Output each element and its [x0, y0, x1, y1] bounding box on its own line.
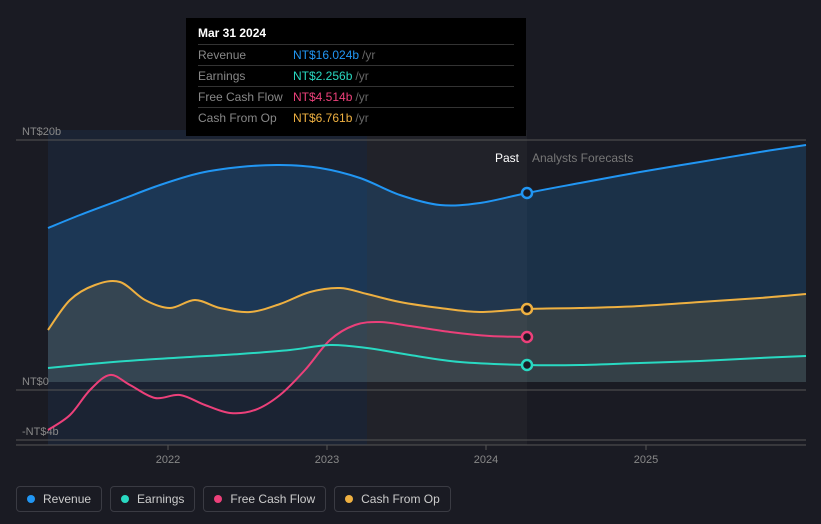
- tooltip-row: Cash From OpNT$6.761b/yr: [198, 107, 514, 128]
- y-axis-label: NT$20b: [22, 126, 61, 138]
- past-label: Past: [495, 151, 519, 165]
- forecast-label: Analysts Forecasts: [532, 151, 633, 165]
- marker-earnings: [522, 360, 532, 370]
- tooltip-metric-value: NT$6.761b: [293, 111, 352, 125]
- marker-free-cash-flow: [522, 332, 532, 342]
- tooltip-metric-unit: /yr: [362, 48, 375, 62]
- chart-legend: Revenue Earnings Free Cash Flow Cash From O…: [16, 486, 451, 512]
- legend-label: Free Cash Flow: [230, 492, 315, 506]
- tooltip-row: RevenueNT$16.024b/yr: [198, 44, 514, 65]
- tooltip-metric-unit: /yr: [355, 69, 368, 83]
- tooltip-metric-value: NT$2.256b: [293, 69, 352, 83]
- x-axis-label: 2022: [156, 454, 180, 466]
- chart-tooltip: Mar 31 2024 RevenueNT$16.024b/yrEarnings…: [186, 18, 526, 136]
- tooltip-metric-value: NT$16.024b: [293, 48, 359, 62]
- tooltip-metric-unit: /yr: [355, 90, 368, 104]
- legend-label: Cash From Op: [361, 492, 440, 506]
- marker-revenue: [522, 188, 532, 198]
- x-axis-label: 2025: [634, 454, 658, 466]
- legend-item-revenue[interactable]: Revenue: [16, 486, 102, 512]
- tooltip-metric-label: Free Cash Flow: [198, 90, 293, 104]
- tooltip-metric-label: Cash From Op: [198, 111, 293, 125]
- x-axis-label: 2024: [474, 454, 498, 466]
- legend-label: Revenue: [43, 492, 91, 506]
- tooltip-metric-unit: /yr: [355, 111, 368, 125]
- x-axis-label: 2023: [315, 454, 339, 466]
- tooltip-date: Mar 31 2024: [198, 26, 514, 44]
- legend-dot-icon: [214, 495, 222, 503]
- y-axis-label: NT$0: [22, 376, 49, 388]
- tooltip-rows: RevenueNT$16.024b/yrEarningsNT$2.256b/yr…: [198, 44, 514, 128]
- legend-item-cash-from-op[interactable]: Cash From Op: [334, 486, 451, 512]
- legend-dot-icon: [345, 495, 353, 503]
- tooltip-metric-value: NT$4.514b: [293, 90, 352, 104]
- tooltip-metric-label: Revenue: [198, 48, 293, 62]
- legend-item-earnings[interactable]: Earnings: [110, 486, 195, 512]
- legend-dot-icon: [27, 495, 35, 503]
- tooltip-row: EarningsNT$2.256b/yr: [198, 65, 514, 86]
- legend-dot-icon: [121, 495, 129, 503]
- legend-item-free-cash-flow[interactable]: Free Cash Flow: [203, 486, 326, 512]
- legend-label: Earnings: [137, 492, 184, 506]
- tooltip-metric-label: Earnings: [198, 69, 293, 83]
- tooltip-row: Free Cash FlowNT$4.514b/yr: [198, 86, 514, 107]
- marker-cash-from-op: [522, 304, 532, 314]
